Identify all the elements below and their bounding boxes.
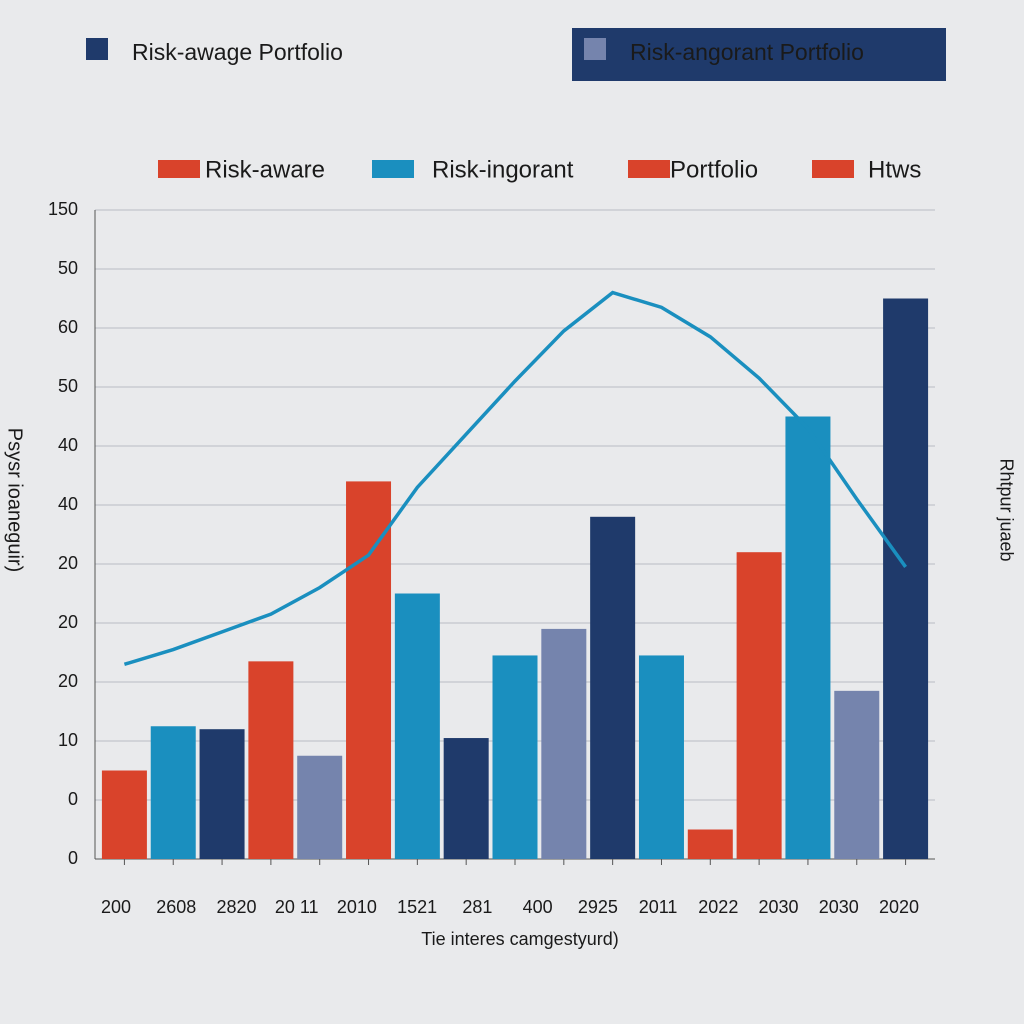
bar [248, 661, 294, 859]
y-tick-label: 20 [58, 553, 78, 573]
x-tick-label: 2022 [698, 897, 738, 917]
bar [541, 628, 587, 859]
y-tick-label: 60 [58, 317, 78, 337]
bar [297, 755, 343, 859]
line [123, 290, 908, 666]
y-tick-label: 50 [58, 376, 78, 396]
bar [834, 690, 880, 859]
bar [150, 726, 196, 859]
legend-label: Htws [868, 156, 921, 183]
bar [638, 655, 684, 859]
x-tick-label: 1521 [397, 897, 437, 917]
legend-swatch [628, 160, 670, 178]
y-tick-label: 0 [68, 848, 78, 868]
y-tick-label: 50 [58, 258, 78, 278]
bar [590, 516, 636, 859]
legend-label: Risk-awage Portfolio [132, 39, 343, 65]
x-tick-label: 2011 [639, 897, 678, 917]
bar [101, 770, 147, 859]
y-tick-label: 40 [58, 435, 78, 455]
y-tick-label: 20 [58, 671, 78, 691]
legend-swatch [86, 38, 108, 60]
bar [346, 481, 392, 859]
bar [394, 593, 440, 859]
x-tick-label: 2020 [879, 897, 919, 917]
y-tick-label: 20 [58, 612, 78, 632]
legend-label: Portfolio [670, 156, 758, 183]
x-tick-label: 2608 [156, 897, 196, 917]
x-tick-label: 400 [523, 897, 553, 917]
legend-label: Risk-angorant Portfolio [630, 39, 864, 65]
x-axis-title: Tie interes camgestyurd) [421, 929, 618, 949]
y-tick-label: 10 [58, 730, 78, 750]
x-tick-label: 2030 [759, 897, 799, 917]
x-tick-label: 2010 [337, 897, 377, 917]
bar [443, 738, 489, 859]
y-tick-label: 40 [58, 494, 78, 514]
x-tick-label: 200 [101, 897, 131, 917]
bar [492, 655, 538, 859]
bar [687, 829, 733, 859]
x-tick-label: 2820 [216, 897, 256, 917]
x-tick-label: 20 11 [275, 897, 319, 917]
bar [785, 416, 831, 859]
legend-swatch [158, 160, 200, 178]
x-tick-label: 2925 [578, 897, 618, 917]
x-tick-label: 281 [462, 897, 492, 917]
y2-axis-title: Rhtpur juaeb [996, 458, 1016, 561]
bar [883, 298, 929, 859]
bar [736, 552, 782, 859]
legend-swatch [372, 160, 414, 178]
legend-swatch [812, 160, 854, 178]
y-tick-label: 0 [68, 789, 78, 809]
legend-swatch [584, 38, 606, 60]
y-tick-label: 150 [48, 199, 78, 219]
legend-box [572, 28, 946, 81]
legend-label: Risk-aware [205, 156, 325, 183]
x-tick-label: 2030 [819, 897, 859, 917]
y-axis-title: Psysr ioaneguir) [4, 428, 26, 573]
legend-label: Risk-ingorant [432, 156, 574, 183]
bar [199, 729, 245, 859]
